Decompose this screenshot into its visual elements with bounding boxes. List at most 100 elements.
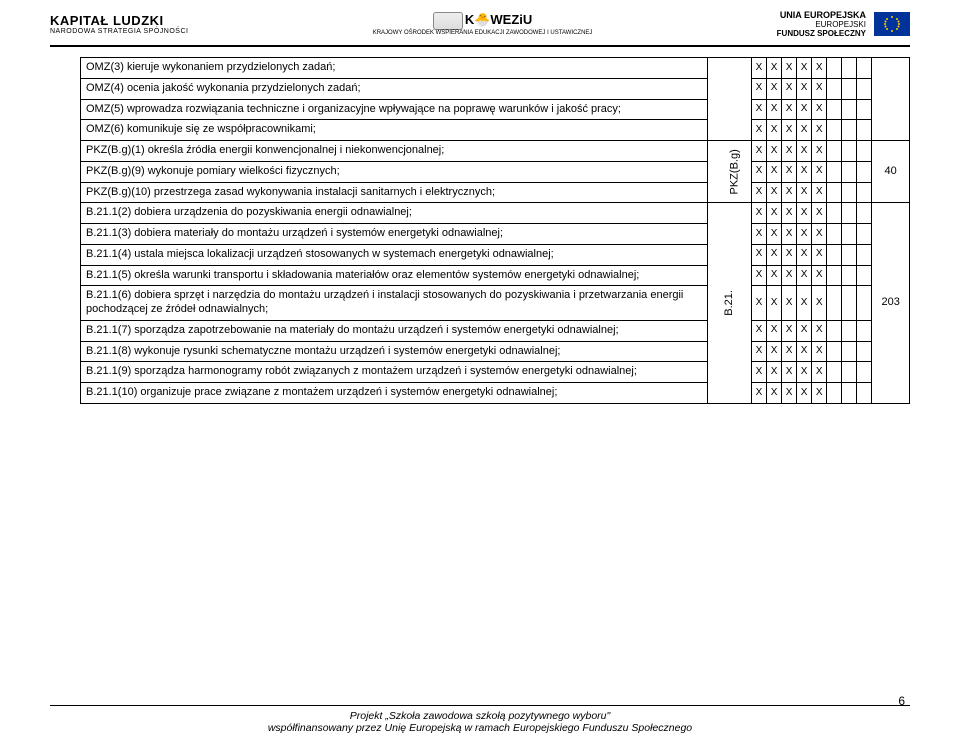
row-text: B.21.1(10) organizuje prace związane z m… bbox=[81, 383, 708, 404]
x-cell: X bbox=[767, 99, 782, 120]
empty-cell bbox=[857, 203, 872, 224]
x-cell: X bbox=[751, 120, 766, 141]
x-cell: X bbox=[767, 120, 782, 141]
row-text: OMZ(5) wprowadza rozwiązania techniczne … bbox=[81, 99, 708, 120]
empty-cell bbox=[827, 362, 842, 383]
table-row: PKZ(B.g)(9) wykonuje pomiary wielkości f… bbox=[81, 161, 910, 182]
x-cell: X bbox=[751, 265, 766, 286]
empty-cell bbox=[857, 161, 872, 182]
x-cell: X bbox=[797, 58, 812, 79]
x-cell: X bbox=[797, 362, 812, 383]
empty-cell bbox=[857, 362, 872, 383]
table-row: B.21.1(9) sporządza harmonogramy robót z… bbox=[81, 362, 910, 383]
table-row: B.21.1(7) sporządza zapotrzebowanie na m… bbox=[81, 320, 910, 341]
x-cell: X bbox=[797, 99, 812, 120]
table-row: B.21.1(4) ustala miejsca lokalizacji urz… bbox=[81, 244, 910, 265]
row-text: OMZ(3) kieruje wykonaniem przydzielonych… bbox=[81, 58, 708, 79]
x-cell: X bbox=[767, 224, 782, 245]
x-cell: X bbox=[751, 286, 766, 321]
empty-cell bbox=[842, 182, 857, 203]
empty-cell bbox=[842, 120, 857, 141]
x-cell: X bbox=[782, 58, 797, 79]
x-cell: X bbox=[782, 320, 797, 341]
group-label: PKZ(B.g) bbox=[708, 141, 752, 203]
empty-cell bbox=[842, 362, 857, 383]
table-row: PKZ(B.g)(10) przestrzega zasad wykonywan… bbox=[81, 182, 910, 203]
x-cell: X bbox=[797, 141, 812, 162]
x-cell: X bbox=[767, 58, 782, 79]
x-cell: X bbox=[751, 141, 766, 162]
table-row: B.21.1(5) określa warunki transportu i s… bbox=[81, 265, 910, 286]
x-cell: X bbox=[767, 203, 782, 224]
empty-cell bbox=[827, 244, 842, 265]
empty-cell bbox=[827, 265, 842, 286]
empty-cell bbox=[827, 286, 842, 321]
x-cell: X bbox=[782, 182, 797, 203]
x-cell: X bbox=[751, 182, 766, 203]
x-cell: X bbox=[751, 341, 766, 362]
empty-cell bbox=[842, 203, 857, 224]
empty-cell bbox=[827, 203, 842, 224]
table-row: OMZ(6) komunikuje się ze współpracownika… bbox=[81, 120, 910, 141]
empty-cell bbox=[842, 78, 857, 99]
x-cell: X bbox=[797, 244, 812, 265]
empty-cell bbox=[857, 265, 872, 286]
empty-cell bbox=[857, 341, 872, 362]
x-cell: X bbox=[812, 78, 827, 99]
x-cell: X bbox=[751, 78, 766, 99]
x-cell: X bbox=[751, 383, 766, 404]
x-cell: X bbox=[812, 141, 827, 162]
x-cell: X bbox=[767, 141, 782, 162]
header: KAPITAŁ LUDZKI NARODOWA STRATEGIA SPÓJNO… bbox=[0, 0, 960, 43]
x-cell: X bbox=[782, 120, 797, 141]
x-cell: X bbox=[751, 203, 766, 224]
num-cell: 203 bbox=[872, 203, 910, 404]
empty-cell bbox=[857, 141, 872, 162]
empty-cell bbox=[842, 383, 857, 404]
row-text: B.21.1(8) wykonuje rysunki schematyczne … bbox=[81, 341, 708, 362]
logo-center-sub: KRAJOWY OŚRODEK WSPIERANIA EDUKACJI ZAWO… bbox=[373, 30, 593, 36]
x-cell: X bbox=[782, 362, 797, 383]
empty-cell bbox=[842, 224, 857, 245]
weziu-icon bbox=[433, 12, 463, 30]
logo-right-t1: UNIA EUROPEJSKA bbox=[780, 10, 866, 20]
x-cell: X bbox=[797, 341, 812, 362]
x-cell: X bbox=[767, 383, 782, 404]
x-cell: X bbox=[782, 244, 797, 265]
empty-cell bbox=[842, 320, 857, 341]
empty-cell bbox=[827, 161, 842, 182]
empty-cell bbox=[857, 320, 872, 341]
empty-cell bbox=[857, 224, 872, 245]
footer-line2: współfinansowany przez Unię Europejską w… bbox=[50, 722, 910, 734]
x-cell: X bbox=[751, 362, 766, 383]
x-cell: X bbox=[782, 224, 797, 245]
x-cell: X bbox=[767, 161, 782, 182]
empty-cell bbox=[857, 99, 872, 120]
x-cell: X bbox=[782, 383, 797, 404]
x-cell: X bbox=[797, 265, 812, 286]
x-cell: X bbox=[751, 244, 766, 265]
x-cell: X bbox=[782, 341, 797, 362]
logo-right-t3: FUNDUSZ SPOŁECZNY bbox=[777, 29, 866, 38]
x-cell: X bbox=[812, 286, 827, 321]
logo-center: K🐣WEZiU KRAJOWY OŚRODEK WSPIERANIA EDUKA… bbox=[373, 12, 593, 36]
row-text: B.21.1(9) sporządza harmonogramy robót z… bbox=[81, 362, 708, 383]
empty-cell bbox=[842, 244, 857, 265]
table-row: PKZ(B.g)(1) określa źródła energii konwe… bbox=[81, 141, 910, 162]
empty-cell bbox=[857, 78, 872, 99]
x-cell: X bbox=[812, 383, 827, 404]
empty-cell bbox=[857, 120, 872, 141]
empty-cell bbox=[827, 341, 842, 362]
x-cell: X bbox=[751, 320, 766, 341]
table-row: B.21.1(3) dobiera materiały do montażu u… bbox=[81, 224, 910, 245]
eu-flag-icon bbox=[874, 12, 910, 36]
table-row: OMZ(3) kieruje wykonaniem przydzielonych… bbox=[81, 58, 910, 79]
x-cell: X bbox=[751, 224, 766, 245]
x-cell: X bbox=[767, 182, 782, 203]
logo-right-t2: EUROPEJSKI bbox=[815, 20, 866, 29]
footer-line1: Projekt „Szkoła zawodowa szkołą pozytywn… bbox=[50, 710, 910, 722]
logo-center-brand: K🐣WEZiU bbox=[465, 12, 532, 27]
empty-cell bbox=[842, 58, 857, 79]
table-row: B.21.1(2) dobiera urządzenia do pozyskiw… bbox=[81, 203, 910, 224]
empty-cell bbox=[827, 58, 842, 79]
